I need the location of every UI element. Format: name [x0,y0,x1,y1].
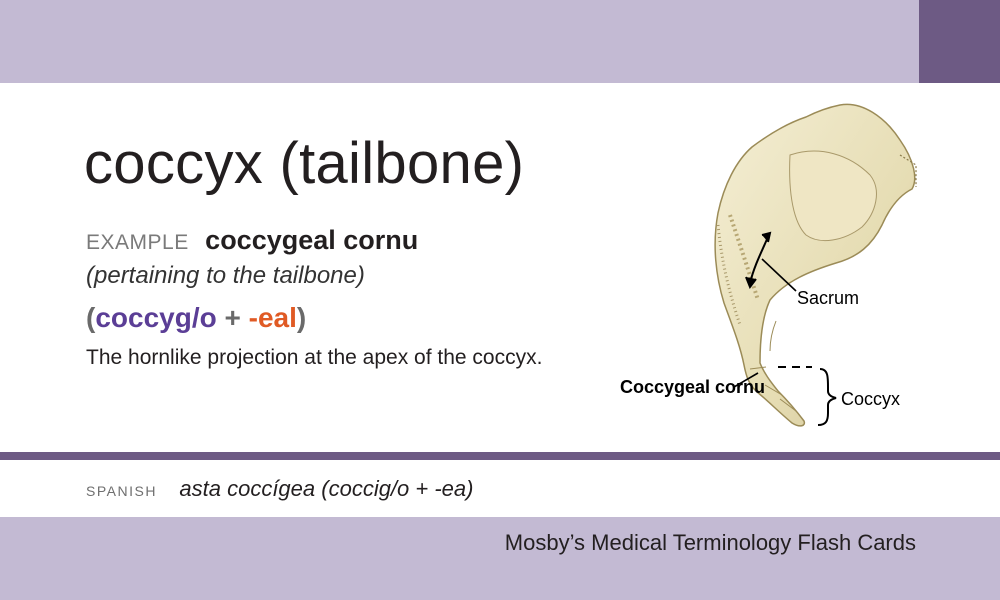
word-suffix: -eal [248,302,297,333]
coccyx-illustration [714,103,917,427]
example-term: coccygeal cornu [205,225,419,255]
sacrum-arrow [745,231,772,290]
cornu-leader-line [733,372,759,388]
word-parts-plus: + [224,302,241,333]
term-title: coccyx (tailbone) [84,131,525,196]
corner-accent-block [919,0,1000,83]
bone-shape [714,103,917,427]
word-parts-close: ) [296,302,307,333]
coccygeal-cornu-label: Coccygeal cornu [620,377,766,397]
spanish-translation: asta coccígea (coccig/o + -ea) [179,476,474,501]
coccyx-label: Coccyx [841,389,901,409]
bottom-band [0,517,1000,600]
word-root: coccyg/o [95,302,217,333]
spanish-label: SPANISH [86,483,157,499]
example-line: EXAMPLE coccygeal cornu [86,225,418,256]
definition: The hornlike projection at the apex of t… [86,346,543,369]
example-meaning: (pertaining to the tailbone) [86,262,365,289]
footer-title: Mosby’s Medical Terminology Flash Cards [504,530,916,555]
top-band [0,0,1000,83]
coccyx-bracket [817,368,837,426]
example-label: EXAMPLE [86,231,189,254]
word-parts: (coccyg/o + -eal) [86,302,306,334]
divider-bar [0,452,1000,460]
word-parts-open: ( [86,302,96,333]
sacrum-label: Sacrum [797,288,860,308]
sacrum-leader-line [761,258,797,292]
spanish-row: SPANISH asta coccígea (coccig/o + -ea) [86,476,473,502]
